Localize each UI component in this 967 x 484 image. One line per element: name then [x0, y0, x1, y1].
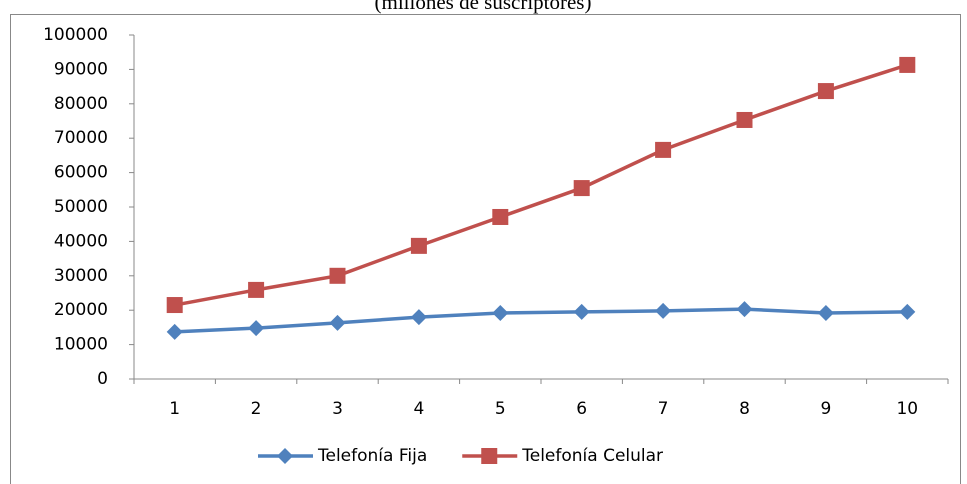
top-mask [0, 0, 967, 13]
y-tick-label: 60000 [54, 163, 108, 183]
marker [410, 309, 427, 326]
marker [329, 314, 346, 331]
y-tick-label: 70000 [54, 128, 108, 148]
marker [573, 180, 590, 197]
chart-subtitle: (millones de suscriptores) [375, 0, 592, 14]
y-tick-label: 80000 [54, 94, 108, 114]
x-tick-label: 8 [739, 399, 750, 419]
y-tick-label: 40000 [54, 231, 108, 251]
marker [899, 303, 916, 320]
marker [248, 281, 265, 298]
series-line [174, 307, 908, 334]
marker [573, 303, 590, 320]
marker [329, 267, 346, 284]
marker [166, 323, 183, 340]
x-tick-label: 6 [576, 399, 587, 419]
x-tick-label: 4 [413, 399, 424, 419]
x-tick-label: 2 [251, 399, 262, 419]
marker [410, 237, 427, 254]
x-tick-label: 3 [332, 399, 343, 419]
marker [655, 141, 672, 158]
series-line [174, 63, 908, 307]
marker [736, 301, 753, 318]
marker [817, 83, 834, 100]
legend-label: Telefonía Celular [521, 446, 663, 466]
chart-frame [10, 14, 961, 484]
marker [492, 208, 509, 225]
y-tick-label: 0 [97, 369, 108, 389]
y-tick-label: 10000 [54, 335, 108, 355]
y-tick-label: 20000 [54, 300, 108, 320]
marker [481, 448, 498, 464]
marker [736, 111, 753, 128]
marker [655, 302, 672, 319]
y-tick-label: 90000 [54, 59, 108, 79]
marker [899, 56, 916, 73]
legend-label: Telefonía Fija [317, 446, 427, 466]
x-tick-label: 7 [658, 399, 669, 419]
y-tick-label: 30000 [54, 266, 108, 286]
marker [492, 304, 509, 321]
x-tick-label: 1 [169, 399, 180, 419]
y-tick-label: 50000 [54, 197, 108, 217]
marker [277, 448, 293, 464]
marker [248, 320, 265, 337]
x-tick-label: 10 [896, 399, 918, 419]
x-tick-label: 9 [820, 399, 831, 419]
y-tick-label: 100000 [43, 25, 108, 45]
marker [817, 304, 834, 321]
x-tick-label: 5 [495, 399, 506, 419]
marker [166, 297, 183, 314]
